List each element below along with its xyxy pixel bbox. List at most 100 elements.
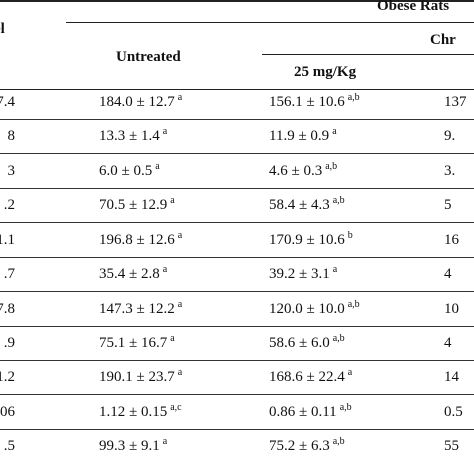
row-right-fragment: 5 (444, 197, 452, 213)
row-right-fragment: 0.5 (444, 404, 463, 420)
cell-untreated: 190.1 ± 23.7 a (99, 368, 182, 386)
group-underline (66, 22, 474, 23)
cell-25mg-value: 11.9 ± 0.9 (269, 128, 330, 144)
cell-25mg-superscript: a,b (347, 92, 360, 103)
cell-25mg-value: 0.86 ± 0.11 (269, 404, 337, 420)
cell-25mg-superscript: a,b (332, 195, 345, 206)
cell-25mg-superscript: a,b (325, 161, 338, 172)
header-treated-fragment: Chr (430, 32, 456, 48)
cell-25mg-superscript: a,b (332, 436, 345, 447)
cell-25mg: 4.6 ± 0.3 a,b (269, 162, 337, 180)
row-divider (0, 360, 474, 361)
row-divider (0, 257, 474, 258)
row-right-fragment: 137 (444, 94, 467, 110)
cell-untreated-value: 6.0 ± 0.5 (99, 163, 153, 179)
cell-25mg-value: 120.0 ± 10.0 (269, 301, 345, 317)
header-left-fragment: el (0, 21, 5, 37)
row-left-fragment: 06 (0, 404, 15, 420)
row-divider (0, 188, 474, 189)
cell-untreated: 196.8 ± 12.6 a (99, 231, 182, 249)
cell-untreated-superscript: a (170, 333, 175, 344)
cell-25mg-superscript: a,b (332, 333, 345, 344)
row-right-fragment: 4 (444, 335, 452, 351)
row-right-fragment: 4 (444, 266, 452, 282)
cell-25mg: 11.9 ± 0.9 a (269, 127, 337, 145)
cell-untreated-value: 35.4 ± 2.8 (99, 266, 160, 282)
cell-25mg-value: 170.9 ± 10.6 (269, 232, 345, 248)
row-divider (0, 394, 474, 395)
row-divider (0, 291, 474, 292)
row-divider (0, 326, 474, 327)
cell-untreated-superscript: a (162, 436, 168, 447)
cell-25mg-value: 58.4 ± 4.3 (269, 197, 330, 213)
cell-25mg-value: 168.6 ± 22.4 (269, 369, 345, 385)
cell-untreated-value: 13.3 ± 1.4 (99, 128, 160, 144)
cell-25mg: 58.6 ± 6.0 a,b (269, 334, 345, 352)
cell-25mg-superscript: a (347, 367, 353, 378)
row-divider (0, 429, 474, 430)
row-left-fragment: .9 (3, 335, 15, 351)
cell-25mg-superscript: a,b (339, 402, 352, 413)
cell-untreated-superscript: a (170, 195, 175, 206)
row-left-fragment: 7.8 (0, 301, 15, 317)
row-divider (0, 153, 474, 154)
cell-untreated-superscript: a,c (170, 402, 182, 413)
row-left-fragment: 8 (7, 128, 16, 144)
cell-untreated-superscript: a (177, 230, 183, 241)
header-untreated: Untreated (116, 49, 181, 65)
cell-untreated-value: 196.8 ± 12.6 (99, 232, 175, 248)
top-rule (0, 0, 474, 2)
cell-25mg-value: 39.2 ± 3.1 (269, 266, 330, 282)
cell-25mg: 39.2 ± 3.1 a (269, 265, 337, 283)
cell-untreated: 1.12 ± 0.15 a,c (99, 403, 182, 421)
cell-25mg-value: 75.2 ± 6.3 (269, 438, 330, 454)
treated-underline (262, 54, 474, 55)
cell-25mg-superscript: a,b (347, 299, 360, 310)
cell-25mg: 168.6 ± 22.4 a (269, 368, 352, 386)
header-bottom-rule (0, 89, 474, 90)
row-right-fragment: 9. (444, 128, 456, 144)
cell-25mg: 156.1 ± 10.6 a,b (269, 93, 360, 111)
row-left-fragment: 1.2 (0, 369, 15, 385)
row-divider (0, 119, 474, 120)
cell-untreated-value: 1.12 ± 0.15 (99, 404, 168, 420)
cell-25mg-superscript: b (347, 230, 353, 241)
cell-untreated-superscript: a (177, 92, 183, 103)
cell-25mg: 170.9 ± 10.6 b (269, 231, 353, 249)
row-left-fragment: .2 (3, 197, 15, 213)
cell-untreated-superscript: a (162, 264, 168, 275)
row-left-fragment: .7 (3, 266, 15, 282)
cell-untreated: 13.3 ± 1.4 a (99, 127, 167, 145)
row-left-fragment: 1.1 (0, 232, 15, 248)
cell-untreated-superscript: a (177, 299, 183, 310)
cell-untreated: 70.5 ± 12.9 a (99, 196, 175, 214)
cell-25mg-superscript: a (332, 126, 337, 137)
row-divider (0, 222, 474, 223)
cell-untreated: 35.4 ± 2.8 a (99, 265, 167, 283)
cell-untreated: 184.0 ± 12.7 a (99, 93, 182, 111)
cell-untreated: 75.1 ± 16.7 a (99, 334, 175, 352)
row-left-fragment: 3 (7, 163, 16, 179)
cell-25mg: 120.0 ± 10.0 a,b (269, 300, 360, 318)
cell-25mg-value: 4.6 ± 0.3 (269, 163, 323, 179)
cell-untreated-superscript: a (155, 161, 160, 172)
cell-25mg: 0.86 ± 0.11 a,b (269, 403, 352, 421)
cell-untreated-value: 99.3 ± 9.1 (99, 438, 160, 454)
cell-untreated: 99.3 ± 9.1 a (99, 437, 167, 455)
row-right-fragment: 16 (444, 232, 459, 248)
row-left-fragment: 7.4 (0, 94, 15, 110)
row-right-fragment: 14 (444, 369, 459, 385)
row-right-fragment: 3. (444, 163, 456, 179)
cell-25mg-value: 156.1 ± 10.6 (269, 94, 345, 110)
group-title: Obese Rats (377, 0, 450, 14)
cell-untreated-value: 70.5 ± 12.9 (99, 197, 168, 213)
cell-25mg-value: 58.6 ± 6.0 (269, 335, 330, 351)
cell-untreated-value: 75.1 ± 16.7 (99, 335, 168, 351)
cell-untreated-value: 190.1 ± 23.7 (99, 369, 175, 385)
cell-25mg: 58.4 ± 4.3 a,b (269, 196, 345, 214)
cell-untreated-value: 147.3 ± 12.2 (99, 301, 175, 317)
cell-untreated: 6.0 ± 0.5 a (99, 162, 160, 180)
cell-25mg: 75.2 ± 6.3 a,b (269, 437, 345, 455)
cell-25mg-superscript: a (332, 264, 338, 275)
cell-untreated-superscript: a (162, 126, 168, 137)
